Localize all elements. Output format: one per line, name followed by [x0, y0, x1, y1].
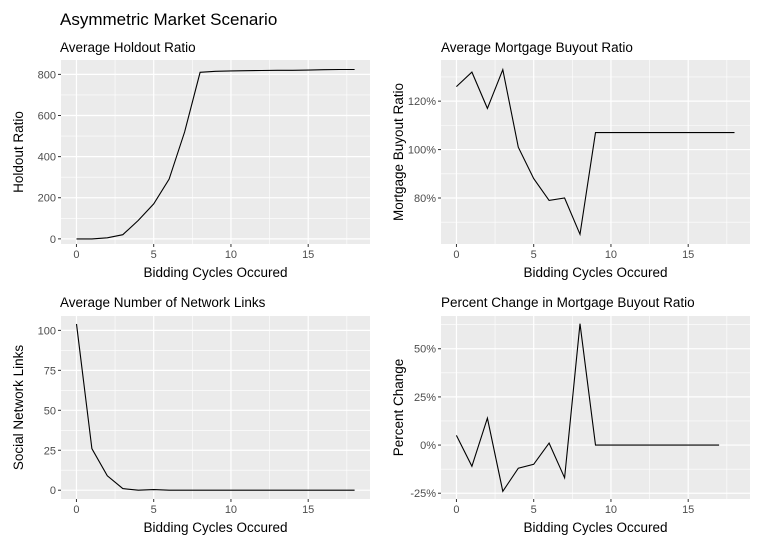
- y-tick-label: 600: [38, 111, 56, 123]
- panel-title: Average Mortgage Buyout Ratio: [441, 40, 633, 55]
- y-tick-label: 0%: [420, 440, 436, 452]
- plot-background: [441, 316, 750, 499]
- y-tick-label: 75: [44, 365, 56, 377]
- x-tick-label: 15: [302, 249, 314, 261]
- chart-panel-4: 0 5 10 15 -25% 0% 25% 50% Percent Change in Mort…: [391, 295, 750, 535]
- y-tick-label: 0: [50, 485, 56, 497]
- x-tick-label: 15: [302, 504, 314, 516]
- panel-title: Average Holdout Ratio: [60, 40, 196, 55]
- x-axis-label: Bidding Cycles Occured: [523, 520, 667, 535]
- x-tick-label: 5: [531, 504, 537, 516]
- y-tick-label: 200: [38, 193, 56, 205]
- y-tick-label: 0: [50, 234, 56, 246]
- y-tick-label: 100%: [408, 145, 436, 157]
- y-tick-label: 50%: [414, 344, 436, 356]
- x-tick-label: 10: [605, 249, 617, 261]
- y-tick-label: 80%: [414, 193, 436, 205]
- series-line: [456, 67, 735, 237]
- x-tick-label: 15: [682, 249, 694, 261]
- x-tick-label: 15: [682, 504, 694, 516]
- series-line: [75, 323, 355, 491]
- x-tick-label: 5: [531, 249, 537, 261]
- plot-background: [61, 316, 370, 499]
- y-tick-label: -25%: [410, 488, 436, 500]
- x-tick-label: 10: [605, 504, 617, 516]
- y-tick-label: 50: [44, 405, 56, 417]
- series-line: [76, 68, 355, 240]
- x-tick-label: 0: [73, 249, 79, 261]
- x-tick-label: 10: [225, 504, 237, 516]
- y-tick-label: 25%: [414, 392, 436, 404]
- plot-background: [61, 60, 370, 244]
- chart-panel-3: 0 5 10 15 0 25 50 75 100 Average Number of Networ…: [11, 295, 370, 535]
- y-axis-label: Mortgage Buyout Ratio: [391, 83, 406, 221]
- y-axis-label: Social Network Links: [11, 345, 26, 471]
- x-tick-label: 0: [453, 504, 459, 516]
- x-tick-label: 10: [225, 249, 237, 261]
- x-tick-label: 0: [73, 504, 79, 516]
- figure-title: Asymmetric Market Scenario: [60, 10, 278, 29]
- panel-title: Average Number of Network Links: [60, 295, 266, 310]
- y-tick-label: 800: [38, 69, 56, 81]
- y-tick-label: 120%: [408, 96, 436, 108]
- x-tick-label: 5: [151, 504, 157, 516]
- y-axis-label: Holdout Ratio: [11, 111, 26, 193]
- panel-title: Percent Change in Mortgage Buyout Ratio: [441, 295, 695, 310]
- chart-panel-1: 0 5 10 15 0 200 400 600 800 Average Holdout Ratio…: [11, 40, 370, 280]
- x-axis-label: Bidding Cycles Occured: [143, 520, 287, 535]
- y-axis-label: Percent Change: [391, 359, 406, 457]
- series-line: [455, 323, 720, 493]
- x-tick-label: 0: [453, 249, 459, 261]
- x-axis-label: Bidding Cycles Occured: [523, 265, 667, 280]
- y-tick-label: 25: [44, 445, 56, 457]
- x-axis-label: Bidding Cycles Occured: [143, 265, 287, 280]
- x-tick-label: 5: [151, 249, 157, 261]
- y-tick-label: 100: [38, 325, 56, 337]
- chart-panel-2: 0 5 10 15 80% 100% 120% Average Mortgage Buyout…: [391, 40, 750, 280]
- y-tick-label: 400: [38, 152, 56, 164]
- plot-background: [441, 60, 750, 244]
